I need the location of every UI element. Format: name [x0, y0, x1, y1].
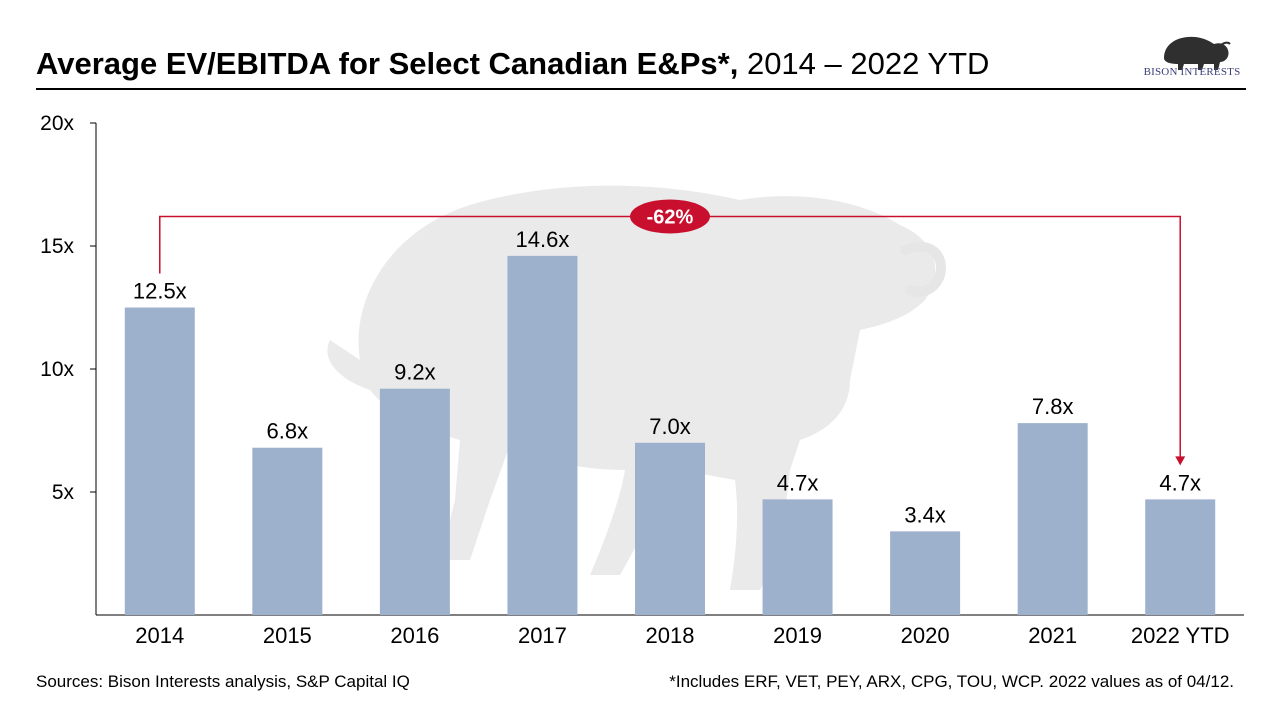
y-tick-label: 10x: [40, 358, 74, 381]
annotation-pill: [630, 199, 710, 234]
chart-bars: 12.5x 2014 6.8x 2015 9.2x 2016 14.6x 2017 7.0x 20…: [124, 227, 1230, 648]
bar-2020: [890, 531, 961, 615]
logo-text: BISON INTERESTS: [1143, 66, 1241, 78]
bar-2019: [762, 499, 833, 615]
title-bold: Average EV/EBITDA for Select Canadian E&…: [36, 46, 739, 81]
x-tick-label: 2014: [135, 623, 184, 648]
data-label: 7.8x: [1032, 394, 1074, 419]
y-tick-label: 20x: [40, 112, 74, 135]
data-label: 14.6x: [516, 227, 570, 252]
y-tick-label: 15x: [40, 235, 74, 258]
x-tick-label: 2020: [901, 623, 950, 648]
bar-2014: [124, 307, 195, 615]
bar-2021: [1017, 423, 1088, 615]
bison-icon: [1164, 36, 1231, 70]
bar-2016: [379, 388, 450, 615]
x-tick-label: 2019: [773, 623, 822, 648]
x-tick-label: 2016: [390, 623, 439, 648]
bar-2018: [635, 442, 705, 615]
x-tick-label: 2015: [263, 623, 312, 648]
y-tick-label: 5x: [52, 481, 75, 504]
x-tick-label: 2018: [646, 623, 695, 648]
bison-watermark-horn: [900, 241, 946, 297]
change-annotation: -62%: [159, 199, 1186, 466]
data-label: 7.0x: [649, 414, 691, 439]
x-tick-label: 2017: [518, 623, 567, 648]
bison-watermark: [327, 185, 946, 590]
annotation-arrowhead: [1175, 456, 1186, 466]
bison-watermark-shape: [327, 185, 936, 590]
title-divider: [36, 88, 1246, 90]
annotation-label: -62%: [647, 206, 694, 228]
bar-2015: [252, 447, 323, 615]
title-regular: 2014 – 2022 YTD: [746, 46, 990, 81]
sources-note: Sources: Bison Interests analysis, S&P C…: [36, 672, 410, 691]
data-label: 4.7x: [777, 470, 819, 495]
data-label: 12.5x: [133, 279, 187, 304]
footnote: *Includes ERF, VET, PEY, ARX, CPG, TOU, …: [669, 672, 1234, 691]
data-label: 9.2x: [394, 360, 436, 385]
data-label: 6.8x: [267, 419, 309, 444]
data-label: 3.4x: [904, 502, 946, 527]
x-tick-label: 2022 YTD: [1131, 623, 1230, 648]
page-title: Average EV/EBITDA for Select Canadian E&…: [36, 46, 989, 82]
bar-2022-ytd: [1145, 499, 1216, 615]
x-tick-label: 2021: [1028, 623, 1077, 648]
bar-2017: [507, 255, 578, 615]
data-label: 4.7x: [1159, 470, 1201, 495]
